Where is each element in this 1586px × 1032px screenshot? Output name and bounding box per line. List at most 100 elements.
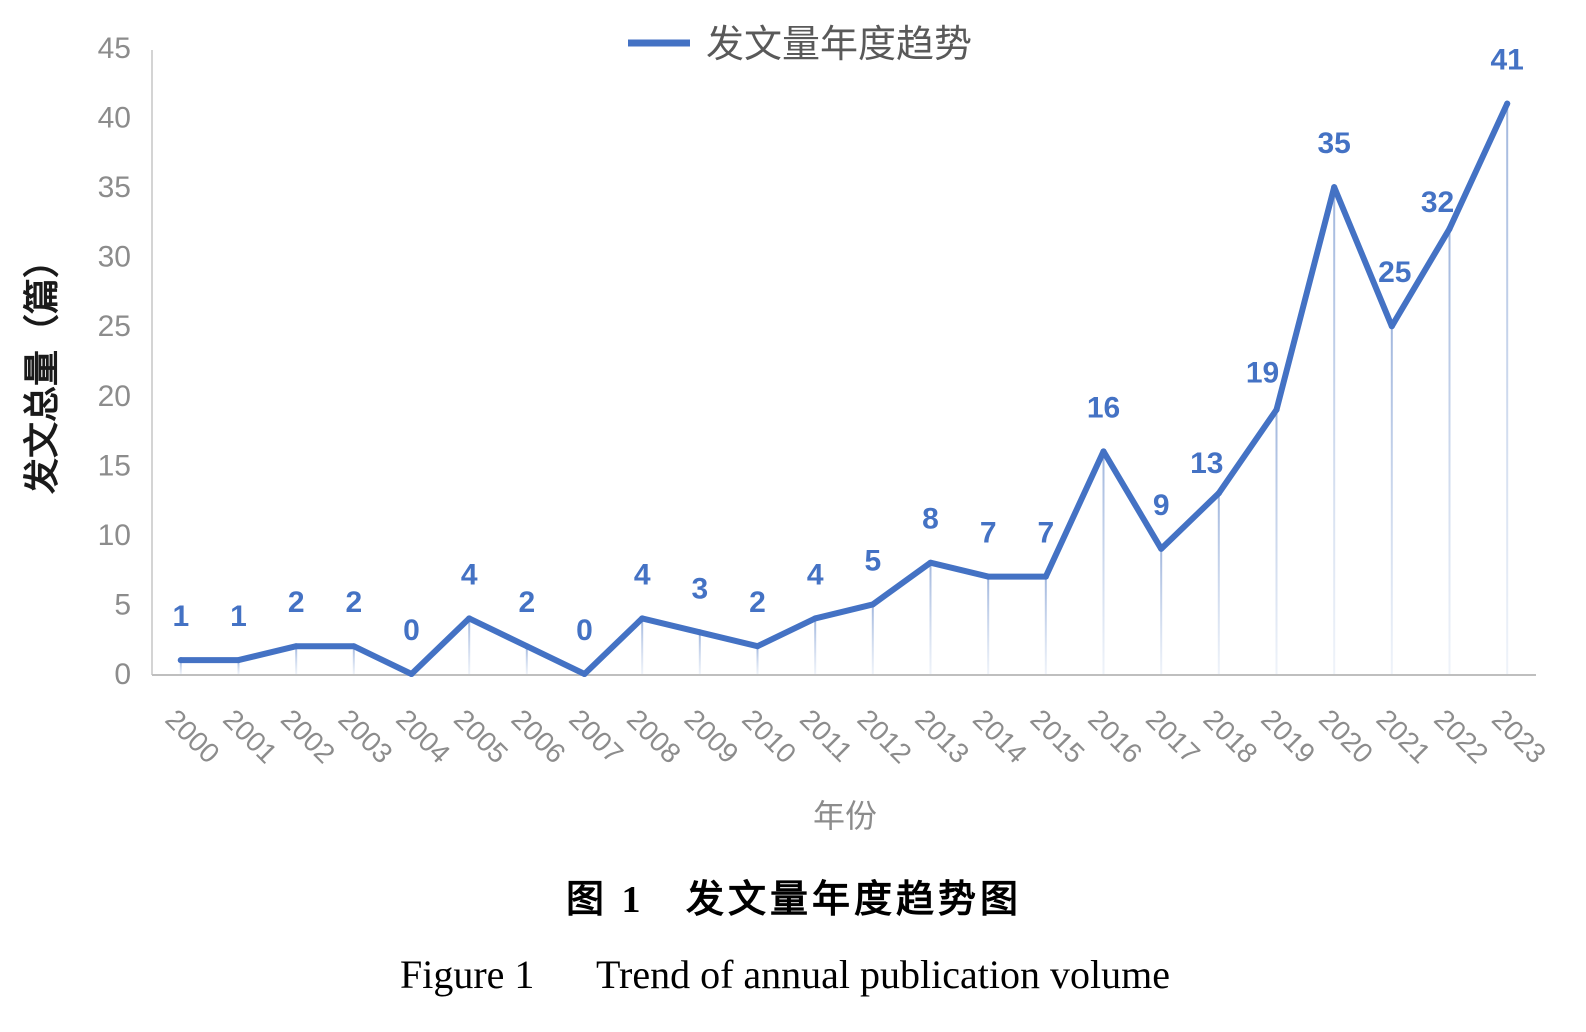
x-tick-label: 2011 xyxy=(794,703,859,768)
x-tick-label: 2004 xyxy=(390,703,456,769)
data-label: 7 xyxy=(1037,517,1054,550)
data-point xyxy=(177,657,184,664)
x-tick-label: 2021 xyxy=(1371,703,1437,769)
data-point xyxy=(1042,573,1049,580)
data-label: 9 xyxy=(1153,489,1170,522)
data-label: 2 xyxy=(749,586,766,619)
data-point xyxy=(350,643,357,650)
data-point xyxy=(754,643,761,650)
x-tick-label: 2015 xyxy=(1025,703,1091,769)
x-tick-label: 2007 xyxy=(563,703,629,769)
drop-line xyxy=(1160,548,1163,674)
data-label: 19 xyxy=(1246,357,1279,390)
data-label: 1 xyxy=(230,600,247,633)
legend: 发文量年度趋势 xyxy=(628,24,972,66)
data-label: 2 xyxy=(345,586,362,619)
drop-line xyxy=(525,646,528,674)
drop-line xyxy=(1102,451,1105,674)
legend-label: 发文量年度趋势 xyxy=(706,24,972,66)
data-point xyxy=(1331,184,1338,191)
y-axis-title: 发文总量（篇） xyxy=(21,242,62,494)
data-label: 4 xyxy=(461,558,478,591)
drop-line xyxy=(871,604,874,674)
data-points xyxy=(177,100,1511,677)
data-label: 5 xyxy=(864,544,881,577)
data-point xyxy=(1215,490,1222,497)
y-tick-label: 25 xyxy=(98,310,131,343)
drop-line xyxy=(814,618,817,674)
data-point xyxy=(466,615,473,622)
drop-line xyxy=(1044,576,1047,674)
data-label: 13 xyxy=(1190,447,1223,480)
data-point xyxy=(1273,406,1280,413)
x-tick-label: 2001 xyxy=(217,703,283,769)
drop-line xyxy=(698,632,701,674)
x-tick-label: 2023 xyxy=(1486,703,1552,769)
data-point xyxy=(927,559,934,566)
x-tick-label: 2010 xyxy=(736,703,802,769)
caption-en-title: Trend of annual publication volume xyxy=(596,952,1170,997)
x-tick-label: 2012 xyxy=(852,703,918,769)
drop-lines xyxy=(179,103,1509,675)
drop-line xyxy=(756,646,759,674)
y-tick-label: 0 xyxy=(114,658,131,691)
data-label: 3 xyxy=(691,572,708,605)
data-point xyxy=(581,671,588,677)
y-tick-label: 20 xyxy=(98,380,131,413)
data-label: 0 xyxy=(576,614,593,647)
data-label: 41 xyxy=(1491,44,1524,77)
drop-line xyxy=(1275,409,1278,674)
data-point xyxy=(869,601,876,608)
y-tick-label: 5 xyxy=(114,588,131,621)
x-tick-label: 2022 xyxy=(1428,703,1494,769)
data-label: 7 xyxy=(980,517,997,550)
x-tick-label: 2016 xyxy=(1082,703,1148,769)
data-point xyxy=(639,615,646,622)
data-point xyxy=(1446,225,1453,232)
data-label: 1 xyxy=(172,600,189,633)
x-tick-label: 2000 xyxy=(160,703,226,769)
x-tick-label: 2003 xyxy=(333,703,399,769)
drop-line xyxy=(641,618,644,674)
x-tick-label: 2005 xyxy=(448,703,514,769)
y-tick-label: 35 xyxy=(98,171,131,204)
drop-line xyxy=(352,646,355,674)
data-label: 4 xyxy=(807,558,824,591)
caption-zh-title: 发文量年度趋势图 xyxy=(686,879,1022,921)
y-tick-label: 15 xyxy=(98,449,131,482)
y-tick-label: 45 xyxy=(98,32,131,65)
drop-line xyxy=(1506,103,1509,675)
data-label: 4 xyxy=(634,558,651,591)
data-label: 2 xyxy=(288,586,305,619)
y-tick-label: 10 xyxy=(98,519,131,552)
series-line xyxy=(177,100,1511,677)
x-tick-labels: 2000200120022003200420052006200720082009… xyxy=(160,703,1552,769)
data-label: 35 xyxy=(1318,127,1351,160)
data-label: 2 xyxy=(518,586,535,619)
x-axis-title: 年份 xyxy=(813,798,877,834)
data-point xyxy=(523,643,530,650)
y-tick-labels: 0 5 10 15 20 25 30 35 40 45 xyxy=(98,32,131,691)
y-tick-label: 30 xyxy=(98,241,131,274)
data-point xyxy=(408,671,415,677)
drop-line xyxy=(929,562,932,674)
y-tick-label: 40 xyxy=(98,102,131,135)
data-label: 16 xyxy=(1087,391,1120,424)
figure-caption: 图 1 发文量年度趋势图 Figure 1 Trend of annual pu… xyxy=(400,879,1170,997)
x-tick-label: 2017 xyxy=(1140,703,1206,769)
data-point xyxy=(1388,323,1395,330)
data-point xyxy=(235,657,242,664)
data-point xyxy=(1158,545,1165,552)
drop-line xyxy=(987,576,990,674)
data-label: 8 xyxy=(922,503,939,536)
x-tick-label: 2018 xyxy=(1198,703,1264,769)
x-tick-label: 2008 xyxy=(621,703,687,769)
data-point xyxy=(696,629,703,636)
drop-line xyxy=(468,618,471,674)
drop-line xyxy=(237,660,240,674)
drop-line xyxy=(295,646,298,674)
drop-line xyxy=(1448,228,1451,675)
data-point xyxy=(985,573,992,580)
x-tick-label: 2009 xyxy=(679,703,745,769)
